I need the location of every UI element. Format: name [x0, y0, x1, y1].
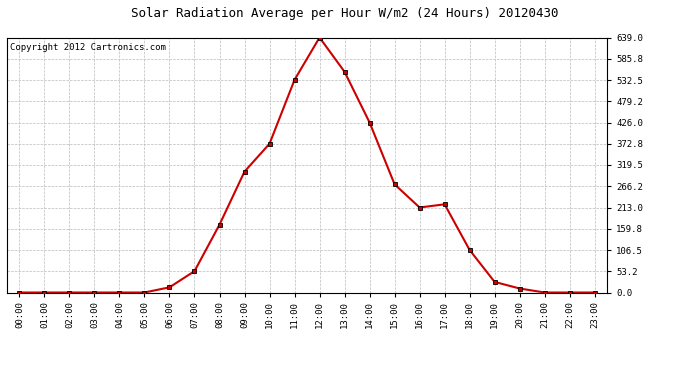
Text: Solar Radiation Average per Hour W/m2 (24 Hours) 20120430: Solar Radiation Average per Hour W/m2 (2…: [131, 8, 559, 21]
Text: Copyright 2012 Cartronics.com: Copyright 2012 Cartronics.com: [10, 43, 166, 52]
